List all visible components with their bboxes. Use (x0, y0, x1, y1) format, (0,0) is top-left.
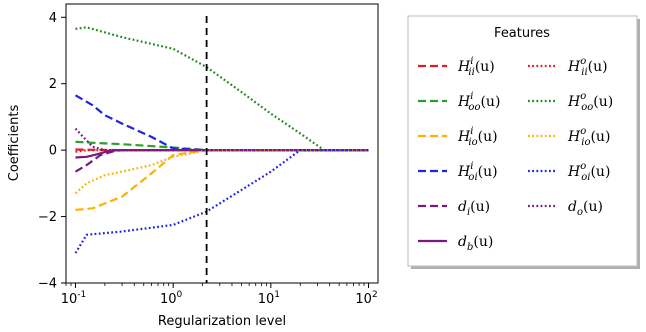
legend-item-d_b: db(u) (418, 234, 493, 253)
legend-label: Ho ii(u) (567, 56, 608, 78)
series-line-9 (74, 149, 369, 254)
legend-item-H_oi^o: Ho oi(u) (528, 161, 610, 183)
legend-item-H_oi^i: Hi oi(u) (418, 161, 498, 183)
legend-item-H_ii^o: Ho ii(u) (528, 56, 608, 78)
y-tick-label: −4 (38, 277, 57, 292)
legend-label: db(u) (458, 234, 493, 253)
series-line-8 (74, 149, 369, 195)
y-tick-label: 4 (49, 11, 57, 26)
legend-label: Ho io(u) (567, 126, 610, 148)
series-line-3 (74, 94, 369, 152)
x-tick-label: 101 (258, 290, 280, 307)
series-line-10 (74, 127, 369, 152)
series-line-1 (75, 140, 369, 152)
legend-item-d_i: di(u) (418, 199, 490, 218)
legend-item-H_ii^i: Hi ii(u) (418, 56, 495, 78)
legend-label: do(u) (568, 199, 603, 218)
legend-label: di(u) (458, 199, 490, 218)
legend-label: Hi oi(u) (457, 161, 498, 183)
legend-label: Ho oo(u) (567, 91, 613, 113)
series-line-4 (74, 149, 369, 173)
y-axis-label: Coefficients (7, 105, 22, 182)
x-tick-label: 100 (160, 290, 183, 307)
legend-items: Hi ii(u) Ho ii(u) Hi oo(u) Ho oo(u) Hi io(u) Ho io(… (418, 56, 613, 253)
legend-item-H_oo^i: Hi oo(u) (418, 91, 500, 113)
legend-item-d_o: do(u) (528, 199, 603, 218)
series-line-5 (75, 149, 369, 159)
legend-label: Hi ii(u) (457, 56, 495, 78)
legend-label: Ho oi(u) (567, 161, 610, 183)
series-line-7 (75, 26, 369, 152)
y-axis-ticks: −4 −2 0 2 4 (38, 11, 66, 292)
legend-title: Features (494, 26, 550, 41)
legend-item-H_oo^o: Ho oo(u) (528, 91, 613, 113)
y-tick-label: 2 (49, 77, 57, 92)
x-axis-ticks: 10-1 100 101 102 (61, 283, 378, 307)
series-line-6 (75, 149, 369, 153)
y-tick-label: 0 (49, 144, 57, 159)
series-lines (74, 26, 369, 254)
legend-item-H_io^o: Ho io(u) (528, 126, 610, 148)
legend-box (407, 15, 638, 267)
plot-area: −4 −2 0 2 4 10-1 100 101 102 (38, 3, 379, 307)
x-tick-label: 10-1 (61, 290, 87, 307)
series-line-2 (75, 149, 369, 211)
x-axis-label: Regularization level (158, 314, 286, 329)
legend-item-H_io^i: Hi io(u) (418, 126, 498, 148)
legend: Features Hi ii(u) Ho ii(u)Hi oo(u) Ho oo(u)Hi i… (407, 15, 640, 269)
legend-label: Hi oo(u) (457, 91, 500, 113)
plot-frame (65, 3, 379, 284)
y-tick-label: −2 (38, 210, 57, 225)
x-tick-label: 102 (355, 290, 377, 307)
legend-label: Hi io(u) (457, 126, 498, 148)
